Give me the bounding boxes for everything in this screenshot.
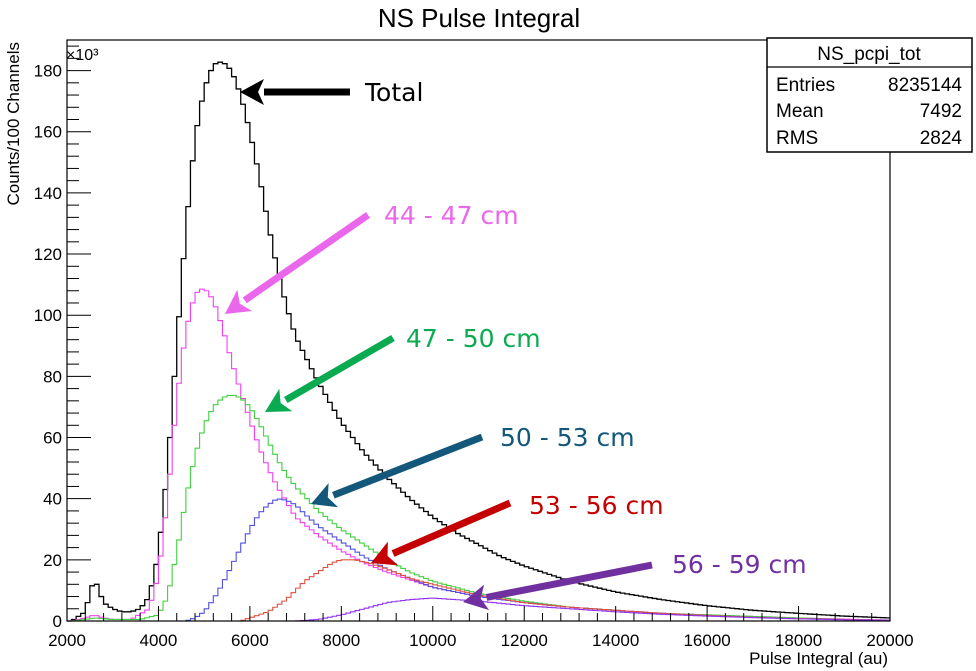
x-tick-label: 2000 bbox=[48, 631, 86, 650]
annotation-label: Total bbox=[364, 78, 423, 107]
y-tick-label: 180 bbox=[34, 62, 62, 81]
stats-box-name: NS_pcpi_tot bbox=[817, 44, 921, 65]
x-tick-label: 10000 bbox=[409, 631, 456, 650]
plot-area bbox=[67, 61, 890, 622]
chart-title: NS Pulse Integral bbox=[378, 3, 580, 33]
annotation-arrow-head bbox=[225, 289, 253, 314]
y-tick-label: 20 bbox=[43, 551, 62, 570]
x-tick-label: 4000 bbox=[140, 631, 178, 650]
stats-box: NS_pcpi_tot Entries 8235144 Mean 7492 RM… bbox=[766, 37, 973, 153]
y-tick-label: 40 bbox=[43, 490, 62, 509]
x-tick-label: 8000 bbox=[322, 631, 360, 650]
y-tick-label: 100 bbox=[34, 306, 62, 325]
stats-mean-value: 7492 bbox=[920, 101, 962, 122]
x-tick-label: 6000 bbox=[231, 631, 269, 650]
x-axis-label: Pulse Integral (au) bbox=[749, 649, 888, 668]
stats-entries-value: 8235144 bbox=[888, 75, 962, 96]
stats-rms-value: 2824 bbox=[920, 128, 963, 149]
x-tick-label: 18000 bbox=[775, 631, 822, 650]
x-tick-label: 12000 bbox=[501, 631, 548, 650]
annotation-arrow-shaft bbox=[391, 499, 512, 557]
annotation-arrow-head bbox=[240, 79, 264, 105]
annotation-arrow-head bbox=[371, 541, 399, 566]
annotation-label: 47 - 50 cm bbox=[406, 324, 541, 353]
annotation-arrow-head bbox=[265, 388, 293, 412]
y-tick-label: 80 bbox=[43, 367, 62, 386]
y-tick-label: 60 bbox=[43, 429, 62, 448]
annotation-arrow-shaft bbox=[284, 334, 395, 404]
annotation-label: 44 - 47 cm bbox=[384, 201, 519, 230]
y-tick-label: 140 bbox=[34, 184, 62, 203]
annotation-arrow-shaft bbox=[332, 433, 484, 499]
annotation-label: 50 - 53 cm bbox=[500, 423, 635, 452]
plot-frame bbox=[66, 39, 891, 622]
stats-mean-label: Mean bbox=[776, 101, 824, 122]
annotations: Total 44 - 47 cm 47 - 50 cm 50 - 53 cm 53 - … bbox=[225, 78, 807, 611]
y-tick-label: 120 bbox=[34, 245, 62, 264]
annotation-label: 53 - 56 cm bbox=[529, 491, 664, 520]
annotation-label: 56 - 59 cm bbox=[672, 550, 807, 579]
annotation-arrow-shaft bbox=[242, 212, 370, 304]
annotation-arrow-head bbox=[463, 584, 490, 611]
x-tick-label: 20000 bbox=[866, 631, 913, 650]
y-axis-multiplier: ×10³ bbox=[66, 47, 99, 64]
y-tick-label: 0 bbox=[53, 612, 62, 631]
stats-rms-label: RMS bbox=[776, 128, 818, 149]
series-line-0 bbox=[67, 61, 890, 622]
axes: 2000 4000 6000 8000 10000 12000 14000 16000 1800… bbox=[34, 39, 914, 650]
annotation-arrow-head bbox=[311, 483, 339, 508]
y-axis-label: Counts/100 Channels bbox=[4, 42, 23, 206]
series-line-2 bbox=[67, 394, 890, 622]
annotation-arrow-shaft bbox=[485, 561, 653, 601]
y-tick-label: 160 bbox=[34, 123, 62, 142]
x-tick-label: 16000 bbox=[683, 631, 730, 650]
x-tick-label: 14000 bbox=[592, 631, 639, 650]
stats-entries-label: Entries bbox=[776, 75, 835, 96]
